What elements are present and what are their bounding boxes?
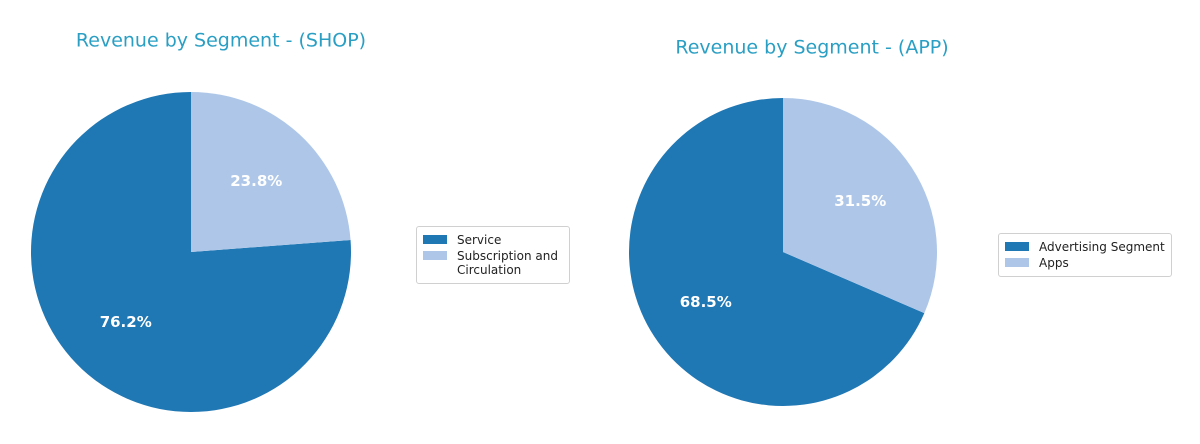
pie-slice [629, 98, 925, 406]
pie-slice [191, 92, 351, 252]
legend-label: Service [457, 233, 502, 247]
legend-swatch [1005, 242, 1029, 251]
legend: Advertising Segment Apps [998, 233, 1172, 277]
legend-swatch [423, 251, 447, 260]
chart-title: Revenue by Segment - (SHOP) [76, 30, 366, 52]
legend-label: Apps [1039, 256, 1069, 270]
legend: Service Subscription and Circulation [416, 226, 570, 284]
legend-item: Apps [1005, 256, 1165, 270]
legend-swatch [1005, 258, 1029, 267]
legend-item: Advertising Segment [1005, 240, 1165, 254]
legend-label: Advertising Segment [1039, 240, 1165, 254]
pie-slice [783, 98, 938, 314]
slice-label: 31.5% [834, 192, 886, 210]
slice-label: 23.8% [230, 172, 282, 190]
legend-swatch [423, 235, 447, 244]
slice-label: 68.5% [680, 293, 732, 311]
pie-slice [30, 92, 352, 413]
slice-label: 76.2% [100, 313, 152, 331]
legend-label: Subscription and Circulation [457, 249, 558, 277]
legend-item: Service [423, 233, 563, 247]
chart-title: Revenue by Segment - (APP) [675, 37, 948, 59]
legend-item: Subscription and Circulation [423, 249, 563, 277]
